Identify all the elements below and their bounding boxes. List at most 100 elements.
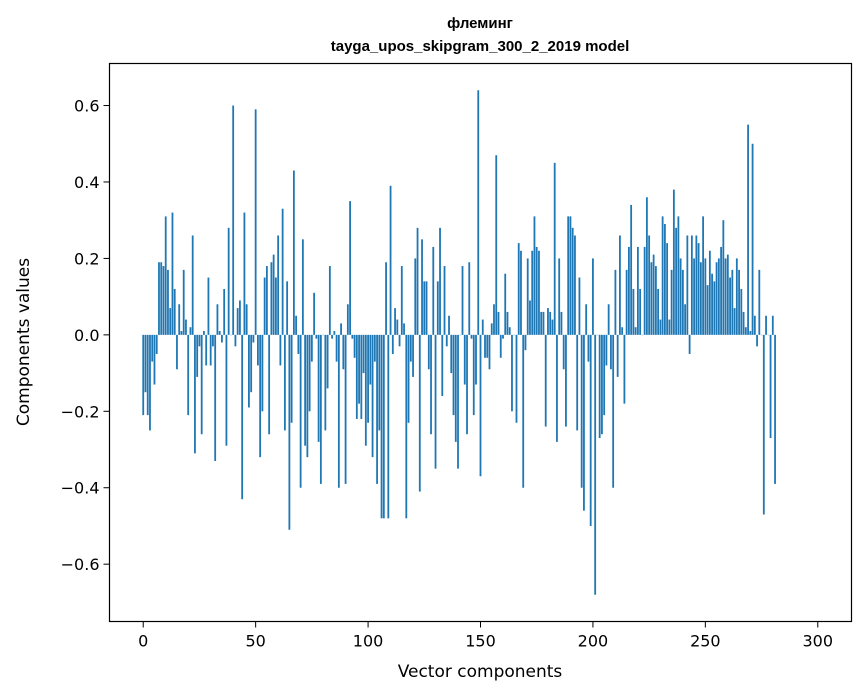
bar-component-193 xyxy=(576,334,579,431)
bar-component-132 xyxy=(439,227,441,335)
bar-component-135 xyxy=(445,334,448,347)
bar-component-29 xyxy=(207,277,210,335)
x-tick-label: 300 xyxy=(802,632,833,651)
bar-component-75 xyxy=(310,334,313,362)
bar-component-136 xyxy=(448,315,450,335)
bar-component-219 xyxy=(634,327,637,335)
bar-component-226 xyxy=(650,262,653,335)
bar-component-251 xyxy=(706,285,709,335)
bar-component-104 xyxy=(376,334,378,484)
bar-component-128 xyxy=(430,334,432,435)
bar-component-102 xyxy=(371,334,374,458)
bar-component-31 xyxy=(212,334,214,347)
bar-component-93 xyxy=(351,334,354,339)
bar-component-83 xyxy=(328,266,331,335)
bar-component-0 xyxy=(142,334,145,416)
x-tick-label: 250 xyxy=(690,632,721,651)
bar-component-239 xyxy=(679,258,682,335)
bar-component-43 xyxy=(239,300,241,335)
bar-component-120 xyxy=(412,334,414,377)
bar-component-49 xyxy=(252,334,255,343)
bar-component-12 xyxy=(169,308,172,335)
bar-component-130 xyxy=(434,334,437,469)
bar-component-20 xyxy=(187,334,190,416)
bar-component-61 xyxy=(279,334,282,366)
bar-component-77 xyxy=(315,334,318,339)
bar-component-210 xyxy=(614,269,617,335)
bar-component-6 xyxy=(155,334,158,354)
bar-component-64 xyxy=(286,281,289,335)
bar-component-214 xyxy=(623,334,626,404)
x-tick-label: 50 xyxy=(245,632,265,651)
bar-component-249 xyxy=(702,216,704,335)
bar-component-177 xyxy=(540,311,543,335)
bar-component-178 xyxy=(542,311,545,335)
bar-component-122 xyxy=(416,227,419,335)
bar-component-89 xyxy=(342,334,345,370)
bar-component-183 xyxy=(553,162,556,335)
bar-component-3 xyxy=(149,334,151,431)
chart-title: флеминг xyxy=(447,15,513,32)
y-tick-label: −0.6 xyxy=(61,555,100,574)
bar-component-204 xyxy=(601,334,603,435)
bar-component-234 xyxy=(668,319,671,335)
bar-component-144 xyxy=(466,334,468,435)
bar-component-22 xyxy=(191,235,194,335)
bar-component-98 xyxy=(362,334,365,374)
bar-component-263 xyxy=(733,308,736,335)
bar-component-76 xyxy=(313,292,316,335)
bar-component-194 xyxy=(578,277,581,335)
bar-component-185 xyxy=(558,258,561,335)
bar-component-40 xyxy=(232,105,235,335)
bar-component-11 xyxy=(167,269,169,335)
bar-component-112 xyxy=(394,308,396,335)
bar-component-169 xyxy=(522,334,525,488)
bar-component-35 xyxy=(221,334,223,343)
bar-component-167 xyxy=(517,243,520,335)
bar-component-220 xyxy=(636,246,639,335)
bar-component-199 xyxy=(589,334,592,526)
bar-component-60 xyxy=(277,235,280,335)
bar-component-147 xyxy=(472,334,475,416)
bar-component-92 xyxy=(349,201,351,335)
bar-component-131 xyxy=(436,281,439,335)
bar-component-142 xyxy=(461,266,464,335)
bar-component-47 xyxy=(248,334,250,408)
bar-component-21 xyxy=(189,327,192,335)
bar-component-50 xyxy=(254,109,257,335)
bar-component-117 xyxy=(405,334,408,519)
chart-subtitle: tayga_upos_skipgram_300_2_2019 model xyxy=(331,38,630,55)
bar-component-48 xyxy=(250,334,253,393)
bar-component-153 xyxy=(486,334,489,358)
bar-component-81 xyxy=(324,334,327,431)
bar-component-224 xyxy=(645,197,648,335)
bar-component-36 xyxy=(223,288,226,335)
y-axis-label: Components values xyxy=(14,258,34,426)
bar-component-184 xyxy=(556,334,558,442)
bar-component-94 xyxy=(353,334,356,358)
bar-component-201 xyxy=(594,334,597,595)
bar-component-114 xyxy=(398,334,401,347)
bar-component-265 xyxy=(738,269,740,335)
bar-component-63 xyxy=(283,334,286,431)
x-tick-label: 100 xyxy=(353,632,384,651)
bar-component-151 xyxy=(481,319,484,335)
bar-component-34 xyxy=(218,331,221,335)
bar-component-238 xyxy=(677,216,680,335)
bar-component-13 xyxy=(171,212,174,335)
bar-component-231 xyxy=(661,216,664,335)
bar-component-188 xyxy=(565,334,567,427)
bar-component-116 xyxy=(403,323,405,335)
bar-component-215 xyxy=(625,269,628,335)
bar-component-281 xyxy=(774,334,776,484)
bar-component-233 xyxy=(666,243,669,335)
bar-component-10 xyxy=(164,216,167,335)
bar-component-189 xyxy=(567,216,570,335)
bar-component-163 xyxy=(508,327,511,335)
y-tick-label: 0.6 xyxy=(74,97,99,116)
bar-component-277 xyxy=(765,315,767,335)
bar-component-9 xyxy=(162,266,165,335)
bar-component-41 xyxy=(234,334,237,347)
y-tick-label: 0.2 xyxy=(74,249,99,268)
bar-component-133 xyxy=(441,334,444,397)
